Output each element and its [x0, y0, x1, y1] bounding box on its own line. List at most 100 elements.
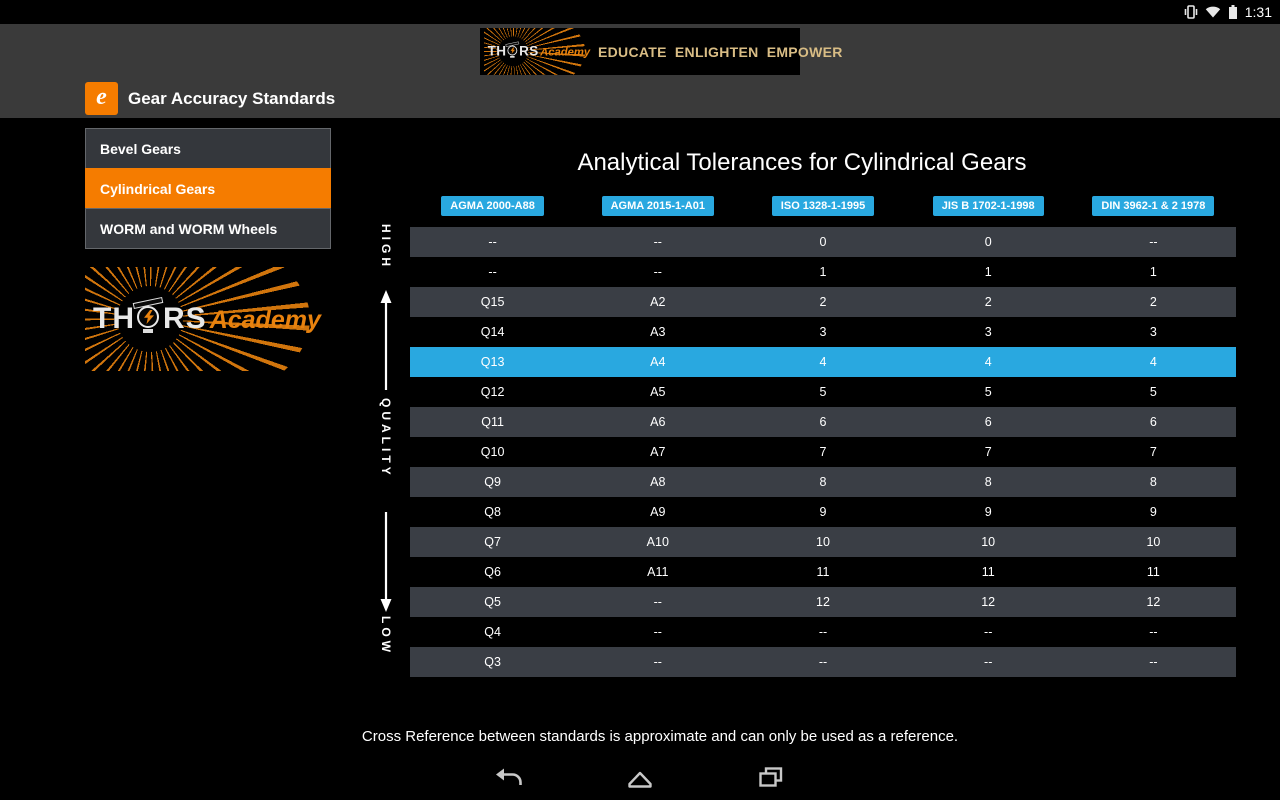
table-cell: 7	[819, 445, 827, 459]
table-cell: A3	[650, 325, 666, 339]
lightbulb-icon	[132, 296, 164, 333]
brand-tagline: EDUCATE ENLIGHTEN EMPOWER	[598, 43, 843, 60]
table-cell: 10	[1146, 535, 1161, 549]
table-cell: 12	[981, 595, 996, 609]
sidebar-item-bevel-gears[interactable]: Bevel Gears	[85, 128, 331, 169]
app-icon[interactable]: e	[85, 82, 118, 115]
table-cell: Q5	[484, 595, 501, 609]
table-row-selected[interactable]: Q13 A4 4 4 4	[410, 347, 1236, 377]
app-title: Gear Accuracy Standards	[128, 88, 336, 108]
table-cell: 6	[819, 415, 827, 429]
table-cell: 8	[1149, 475, 1157, 489]
table-cell: 11	[1146, 565, 1160, 579]
table-row[interactable]: Q5 -- 12 12 12	[410, 587, 1236, 617]
table-cell: --	[653, 595, 662, 609]
table-cell: 1	[984, 265, 992, 279]
table-cell: --	[1149, 655, 1158, 669]
sidebar-item-worm-wheels[interactable]: WORM and WORM Wheels	[85, 208, 331, 249]
page-title: Analytical Tolerances for Cylindrical Ge…	[577, 149, 1027, 176]
back-button[interactable]	[492, 762, 526, 792]
footnote: Cross Reference between standards is app…	[361, 728, 959, 745]
thors-academy-logo: TH RS Academy	[85, 267, 331, 371]
table-row[interactable]: Q8 A9 9 9 9	[410, 497, 1236, 527]
table-row[interactable]: -- -- 1 1 1	[410, 257, 1236, 287]
table-cell: --	[1149, 235, 1158, 249]
table-cell: 9	[819, 505, 827, 519]
brand-th: TH	[487, 43, 507, 59]
table-row[interactable]: Q4 -- -- -- --	[410, 617, 1236, 647]
table-cell: --	[818, 625, 828, 639]
column-header-agma-2000: AGMA 2000-A88	[441, 196, 544, 216]
column-header-din-3962: DIN 3962-1 & 2 1978	[1092, 196, 1215, 216]
table-cell: 2	[984, 295, 992, 309]
column-header-jis-b-1702: JIS B 1702-1-1998	[932, 196, 1044, 216]
table-cell: 5	[1149, 385, 1157, 399]
table-cell: --	[488, 265, 497, 279]
table-cell: 4	[819, 355, 827, 369]
table-cell: Q11	[481, 415, 504, 429]
table-cell: 0	[819, 235, 827, 249]
table-cell: A9	[650, 505, 666, 519]
brand-rs: RS	[163, 302, 207, 335]
table-row[interactable]: Q3 -- -- -- --	[410, 647, 1236, 677]
table-cell: 3	[984, 325, 992, 339]
table-cell: 11	[816, 565, 830, 579]
table-cell: 2	[819, 295, 827, 309]
recents-button[interactable]	[754, 762, 788, 792]
table-cell: Q13	[480, 355, 505, 369]
table-cell: 1	[1149, 265, 1157, 279]
status-icons: 1:31	[1184, 0, 1272, 24]
home-button[interactable]	[623, 762, 657, 792]
sunburst-rays-icon	[85, 267, 310, 371]
table-cell: Q8	[484, 505, 501, 519]
axis-label-high: HIGH	[379, 224, 393, 270]
table-cell: 10	[816, 535, 830, 549]
table-row[interactable]: Q11 A6 6 6 6	[410, 407, 1236, 437]
table-header-row: AGMA 2000-A88 AGMA 2015-1-A01 ISO 1328-1…	[410, 196, 1236, 216]
brand-rs: RS	[519, 43, 539, 59]
axis-label-low: LOW	[379, 616, 393, 656]
brand-wordmark: TH RSAcademy	[487, 41, 590, 59]
axis-label-quality: QUALITY	[379, 398, 393, 479]
sidebar-item-cylindrical-gears[interactable]: Cylindrical Gears	[85, 168, 331, 209]
table-row[interactable]: Q10 A7 7 7 7	[410, 437, 1236, 467]
table-row[interactable]: Q12 A5 5 5 5	[410, 377, 1236, 407]
lightning-bolt-icon	[510, 47, 516, 54]
lightning-bolt-icon	[144, 310, 154, 324]
sidebar: Bevel Gears Cylindrical Gears WORM and W…	[85, 128, 331, 371]
thors-logo-small: TH RSAcademy	[480, 28, 598, 75]
table-cell: 8	[984, 475, 992, 489]
table-row[interactable]: Q6 A11 11 11 11	[410, 557, 1236, 587]
table-cell: --	[1149, 625, 1158, 639]
arrow-up-icon	[380, 290, 392, 390]
vibrate-icon	[1184, 5, 1198, 19]
lightbulb-icon	[505, 41, 520, 58]
table-row[interactable]: Q15 A2 2 2 2	[410, 287, 1236, 317]
table-cell: --	[653, 265, 662, 279]
brand-banner: TH RSAcademy EDUCATE ENLIGHTEN EMPOWER	[480, 28, 842, 75]
table-cell: A11	[647, 565, 669, 579]
table-cell: Q14	[480, 325, 505, 339]
table-cell: 9	[1149, 505, 1157, 519]
table-row[interactable]: Q9 A8 8 8 8	[410, 467, 1236, 497]
table-cell: Q6	[484, 565, 501, 579]
table-cell: 7	[1149, 445, 1157, 459]
table-row[interactable]: -- -- 0 0 --	[410, 227, 1236, 257]
table-cell: A4	[650, 355, 666, 369]
table-cell: 5	[984, 385, 992, 399]
table-cell: Q9	[484, 475, 501, 489]
brand-th: TH	[93, 302, 135, 335]
table-cell: 1	[819, 265, 827, 279]
table-cell: A8	[650, 475, 666, 489]
table-cell: 7	[984, 445, 992, 459]
header: TH RSAcademy EDUCATE ENLIGHTEN EMPOWER e …	[0, 24, 1280, 118]
table-cell: A7	[650, 445, 666, 459]
table-cell: Q3	[484, 655, 501, 669]
table-cell: A6	[650, 415, 666, 429]
table-row[interactable]: Q14 A3 3 3 3	[410, 317, 1236, 347]
table-cell: 11	[981, 565, 995, 579]
table-cell: A2	[650, 295, 666, 309]
table-row[interactable]: Q7 A10 10 10 10	[410, 527, 1236, 557]
table-cell: 5	[819, 385, 827, 399]
